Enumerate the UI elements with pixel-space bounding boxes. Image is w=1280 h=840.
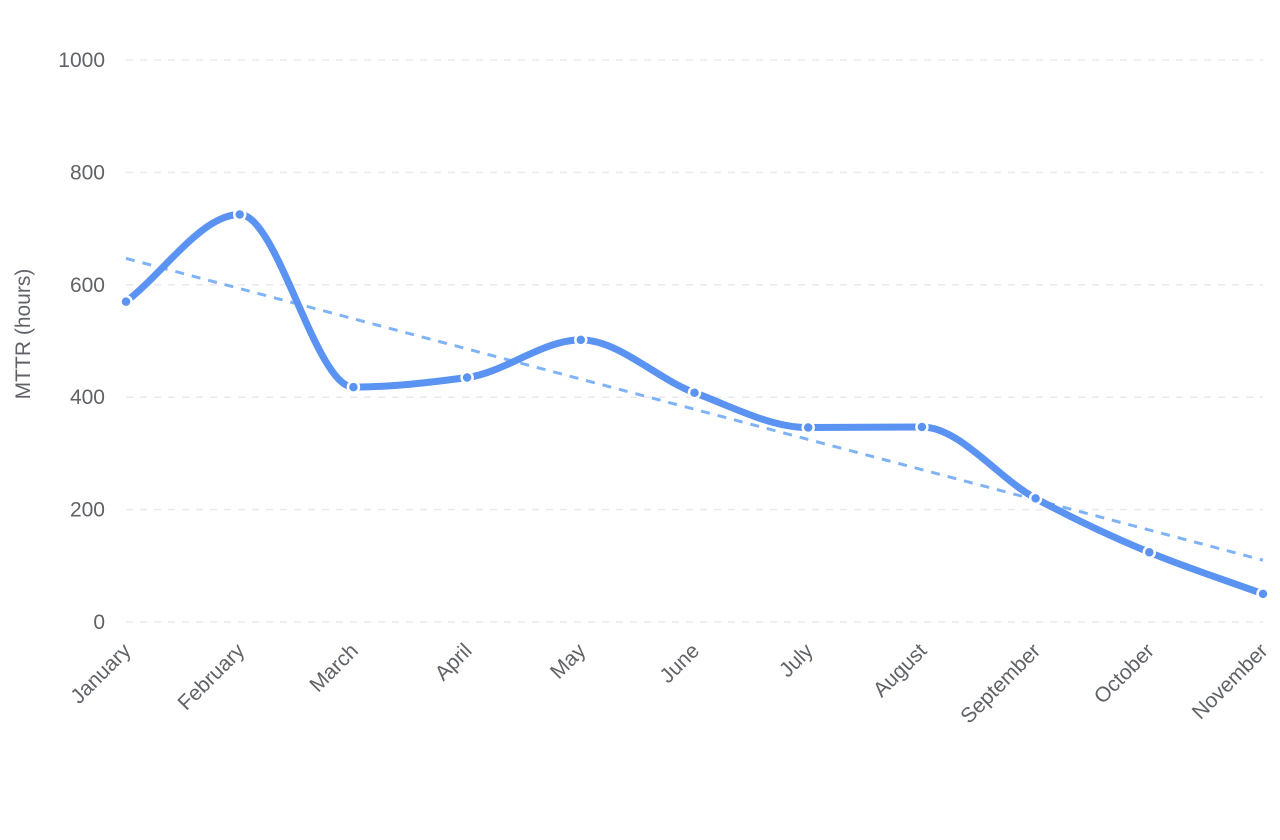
series-line-0	[122, 211, 1267, 598]
y-tick-label-1000: 1000	[58, 49, 105, 72]
data-point-february[interactable]	[232, 207, 247, 222]
x-axis-ticks: January February March April May June July Augu…	[66, 639, 1272, 728]
y-axis-ticks: 0 200 400 600 800 1000	[58, 49, 105, 634]
data-point-january[interactable]	[119, 294, 133, 309]
x-tick-label-july: July	[775, 639, 818, 682]
y-tick-label-800: 800	[70, 161, 105, 184]
x-tick-label-june: June	[656, 639, 704, 687]
y-tick-label-0: 0	[93, 611, 105, 634]
y-tick-label-600: 600	[70, 274, 105, 297]
x-tick-label-march: March	[305, 639, 363, 697]
x-tick-label-february: February	[174, 639, 250, 715]
data-point-september[interactable]	[1028, 491, 1043, 506]
x-tick-label-may: May	[546, 639, 591, 684]
gridlines	[126, 59, 1263, 623]
data-point-may[interactable]	[574, 333, 588, 347]
x-tick-label-august: August	[869, 639, 932, 702]
series	[122, 211, 1267, 598]
data-point-june[interactable]	[687, 385, 702, 400]
data-point-october[interactable]	[1142, 545, 1157, 560]
y-tick-label-400: 400	[70, 386, 105, 409]
data-point-april[interactable]	[460, 370, 474, 385]
y-axis-title: MTTR (hours)	[12, 269, 35, 400]
x-tick-label-october: October	[1090, 639, 1159, 708]
data-point-july[interactable]	[801, 420, 815, 435]
x-tick-label-september: September	[956, 639, 1045, 728]
data-point-november[interactable]	[1256, 587, 1270, 601]
data-point-march[interactable]	[346, 380, 361, 394]
x-tick-label-april: April	[431, 639, 477, 685]
data-point-august[interactable]	[915, 420, 929, 434]
y-tick-label-200: 200	[70, 499, 105, 522]
x-tick-label-november: November	[1188, 639, 1273, 724]
x-tick-label-january: January	[66, 639, 135, 708]
data-points	[119, 207, 1270, 601]
